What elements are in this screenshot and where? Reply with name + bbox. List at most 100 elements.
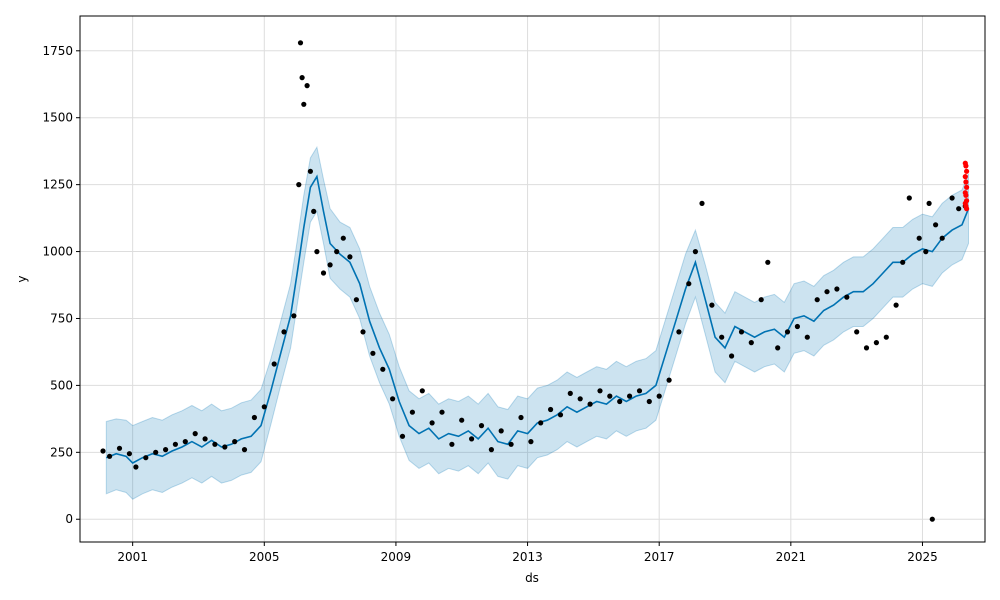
actual-point — [758, 297, 764, 303]
actual-point — [116, 445, 123, 451]
actual-point — [676, 329, 682, 335]
actual-point — [212, 441, 218, 447]
x-tick-label: 2017 — [644, 550, 675, 564]
actual-point — [939, 235, 945, 241]
actual-point — [597, 388, 603, 394]
actual-point — [202, 436, 208, 442]
actual-point — [719, 334, 725, 340]
actual-point — [508, 441, 514, 447]
actual-point — [528, 439, 534, 445]
actual-point — [956, 206, 962, 212]
actual-point — [617, 398, 623, 405]
actual-point — [182, 439, 188, 445]
actual-point — [900, 259, 906, 265]
actual-point — [699, 200, 705, 206]
actual-point — [666, 377, 672, 383]
uncertainty-band — [105, 145, 969, 500]
actual-point — [334, 249, 340, 255]
actual-point — [607, 393, 613, 399]
y-tick-label: 1500 — [42, 111, 73, 125]
actual-point — [261, 404, 267, 410]
actual-point — [304, 83, 310, 89]
actual-point — [765, 259, 771, 265]
actual-point — [883, 334, 889, 340]
actual-point — [548, 406, 554, 413]
actual-point — [923, 249, 929, 255]
actual-point — [748, 340, 754, 346]
x-tick-label: 2021 — [776, 550, 807, 564]
actual-point — [498, 428, 504, 434]
actual-point — [538, 420, 544, 426]
actual-point — [784, 329, 791, 335]
actual-point — [297, 40, 304, 46]
actual-point — [478, 423, 485, 429]
actual-point — [311, 208, 317, 214]
outlier-point — [929, 516, 935, 522]
actual-point — [738, 329, 745, 335]
actual-point — [320, 270, 327, 276]
actual-point — [692, 249, 699, 255]
actual-point — [804, 334, 810, 340]
actual-point — [192, 431, 198, 437]
actual-point — [232, 439, 238, 445]
actual-point — [380, 366, 386, 372]
actual-point — [824, 289, 830, 295]
actual-point — [926, 200, 932, 206]
actual-point — [873, 340, 880, 346]
actual-point — [587, 401, 593, 407]
actual-point — [949, 195, 955, 201]
actual-point — [299, 75, 305, 81]
actual-point — [863, 345, 870, 351]
actual-point — [518, 414, 524, 421]
actual-point — [409, 409, 415, 415]
actual-points-layer — [100, 40, 968, 522]
x-tick-label: 2005 — [249, 550, 280, 564]
actual-point — [271, 361, 277, 367]
highlight-point — [963, 192, 969, 198]
actual-point — [399, 433, 406, 439]
actual-point — [656, 393, 662, 399]
x-tick-label: 2009 — [381, 550, 412, 564]
actual-point — [370, 350, 376, 356]
actual-point — [794, 323, 801, 330]
highlight-point — [964, 168, 970, 174]
y-tick-label: 0 — [65, 512, 73, 526]
forecast-line-layer — [106, 174, 970, 464]
x-axis-label: ds — [525, 571, 539, 585]
y-tick-label: 1250 — [42, 178, 73, 192]
actual-point — [709, 302, 715, 308]
actual-point — [251, 414, 257, 421]
actual-point — [775, 345, 781, 351]
actual-point — [360, 329, 366, 335]
highlight-point — [963, 179, 969, 185]
actual-point — [133, 464, 139, 470]
grid-lines — [80, 16, 985, 542]
actual-point — [429, 420, 435, 426]
actual-point — [314, 249, 320, 255]
y-axis: 0 250 500 750 1000 1250 1500 1750 — [42, 44, 80, 526]
actual-point — [627, 393, 633, 399]
actual-point — [646, 398, 652, 405]
y-tick-label: 500 — [50, 378, 73, 392]
actual-point — [567, 390, 573, 396]
actual-point — [686, 281, 692, 287]
x-tick-label: 2025 — [907, 550, 938, 564]
actual-point — [893, 302, 899, 308]
actual-point — [390, 396, 396, 402]
highlight-points-layer — [962, 160, 970, 212]
actual-point — [222, 444, 228, 450]
x-tick-label: 2001 — [117, 550, 148, 564]
x-axis: 2001 2005 2009 2013 2017 2021 2025 — [117, 542, 938, 564]
actual-point — [143, 455, 149, 461]
actual-point — [419, 388, 425, 394]
y-tick-label: 750 — [50, 311, 73, 325]
actual-point — [844, 294, 850, 300]
actual-point — [163, 447, 169, 453]
actual-point — [636, 388, 643, 394]
y-tick-label: 1750 — [42, 44, 73, 58]
highlight-point — [962, 174, 968, 180]
actual-point — [834, 286, 840, 292]
actual-point — [291, 313, 297, 319]
